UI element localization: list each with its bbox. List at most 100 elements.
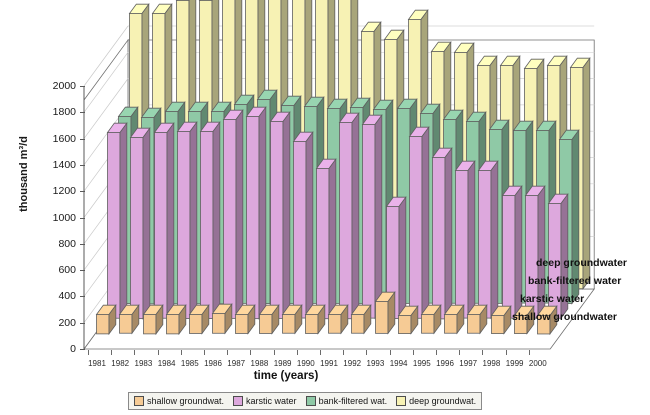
legend-swatch <box>233 396 244 406</box>
y-tick-mark <box>80 191 85 193</box>
bar-shallow-groundwat--1985[interactable] <box>188 303 210 335</box>
bar-3d-shape <box>269 111 291 320</box>
bar-karstic-water-1990[interactable] <box>315 157 337 320</box>
bar-shallow-groundwat--1987[interactable] <box>235 303 257 335</box>
bar-karstic-water-1984[interactable] <box>176 120 198 320</box>
bar-shallow-groundwat--1981[interactable] <box>95 303 117 335</box>
bar-3d-shape <box>467 304 489 335</box>
depth-label-bank-filtered-water: bank-filtered water <box>528 275 622 287</box>
bar-shallow-groundwat--1999[interactable] <box>513 304 535 335</box>
bar-3d-shape <box>397 304 419 335</box>
legend-item[interactable]: bank-filtered wat. <box>305 396 387 406</box>
chart-legend: shallow groundwat. karstic water bank-filt… <box>128 392 483 410</box>
bar-shallow-groundwat--1994[interactable] <box>397 304 419 335</box>
bar-shallow-groundwat--2000[interactable] <box>536 304 558 335</box>
bar-karstic-water-1988[interactable] <box>269 111 291 320</box>
bar-shallow-groundwat--1989[interactable] <box>281 304 303 335</box>
x-tick-label: 1991 <box>320 359 338 368</box>
x-tick-label: 1994 <box>389 359 408 368</box>
y-tick-label: 1400 <box>52 158 76 171</box>
x-tick-label: 1987 <box>227 359 246 368</box>
bar-shallow-groundwat--1993[interactable] <box>374 291 396 335</box>
y-tick-label: 0 <box>70 343 76 355</box>
bar-shallow-groundwat--1983[interactable] <box>142 303 164 335</box>
y-axis-title: thousand m³/d <box>18 136 30 212</box>
bar-karstic-water-1992[interactable] <box>362 114 384 320</box>
bar-3d-shape <box>374 291 396 335</box>
legend-label: deep groundwat. <box>409 396 477 406</box>
y-axis-labels: 0 200 400 600 800 1000 1200 1400 1600 1800 2000 <box>46 10 80 355</box>
bar-karstic-water-1998[interactable] <box>501 185 523 320</box>
x-tick-label: 1985 <box>180 359 199 368</box>
bar-shallow-groundwat--1996[interactable] <box>443 304 465 335</box>
bar-3d-shape <box>304 303 326 335</box>
x-tick-label: 1986 <box>204 359 222 368</box>
x-tick-label: 1996 <box>436 359 454 368</box>
bar-karstic-water-1995[interactable] <box>431 146 453 320</box>
bars-layer <box>46 0 650 355</box>
legend-label: karstic water <box>246 396 297 406</box>
x-tick-label: 1982 <box>111 359 130 368</box>
bar-karstic-water-1996[interactable] <box>454 160 476 320</box>
bar-karstic-water-1982[interactable] <box>130 126 152 320</box>
bar-karstic-water-1999[interactable] <box>524 185 546 320</box>
bar-3d-shape <box>513 304 535 335</box>
y-tick-label: 1000 <box>52 211 76 224</box>
x-tick-label: 1988 <box>250 359 269 368</box>
bar-3d-shape <box>420 304 442 335</box>
y-tick-label: 2000 <box>52 80 76 92</box>
y-tick-label: 400 <box>58 290 76 303</box>
bar-karstic-water-1989[interactable] <box>292 131 314 320</box>
y-tick-mark <box>80 270 85 272</box>
bar-3d-shape <box>176 120 198 320</box>
bar-karstic-water-1991[interactable] <box>338 111 360 320</box>
bar-shallow-groundwat--1997[interactable] <box>467 304 489 335</box>
legend-label: shallow groundwat. <box>147 396 225 406</box>
bar-shallow-groundwat--1986[interactable] <box>211 303 233 335</box>
bar-karstic-water-1981[interactable] <box>106 122 128 320</box>
plot-area: 0 200 400 600 800 1000 1200 1400 1600 1800 2000 <box>46 0 650 355</box>
bar-shallow-groundwat--1984[interactable] <box>165 303 187 335</box>
y-tick-mark <box>80 217 85 219</box>
bar-shallow-groundwat--1991[interactable] <box>327 304 349 335</box>
bar-3d-shape <box>258 303 280 335</box>
bar-3d-shape <box>327 304 349 335</box>
bar-3d-shape <box>351 304 373 335</box>
bar-3d-shape <box>188 303 210 335</box>
bar-karstic-water-1985[interactable] <box>199 120 221 320</box>
legend-item[interactable]: deep groundwat. <box>396 396 476 406</box>
legend-swatch <box>305 396 316 406</box>
x-tick-label: 1999 <box>505 359 524 368</box>
bar-3d-shape <box>235 303 257 335</box>
bar-shallow-groundwat--1990[interactable] <box>304 303 326 335</box>
y-tick-label: 600 <box>58 264 76 277</box>
y-tick-mark <box>80 322 85 324</box>
bar-karstic-water-2000[interactable] <box>547 193 569 320</box>
x-tick-label: 1989 <box>273 359 292 368</box>
bar-3d-shape <box>490 304 512 335</box>
bar-shallow-groundwat--1982[interactable] <box>119 304 141 335</box>
bar-shallow-groundwat--1995[interactable] <box>420 304 442 335</box>
y-tick-mark <box>80 164 85 166</box>
bar-shallow-groundwat--1992[interactable] <box>351 304 373 335</box>
x-tick-label: 1997 <box>459 359 478 368</box>
bar-karstic-water-1997[interactable] <box>478 160 500 320</box>
bar-3d-shape <box>222 109 244 320</box>
y-tick-label: 200 <box>58 316 76 329</box>
legend-item[interactable]: karstic water <box>233 396 297 406</box>
bar-shallow-groundwat--1988[interactable] <box>258 303 280 335</box>
bar-3d-shape <box>536 304 558 335</box>
bar-3d-shape <box>165 303 187 335</box>
bar-karstic-water-1994[interactable] <box>408 126 430 320</box>
legend-swatch <box>134 396 144 406</box>
bar-3d-shape <box>338 111 360 320</box>
bar-karstic-water-1987[interactable] <box>246 105 268 320</box>
bar-karstic-water-1983[interactable] <box>153 122 175 320</box>
legend-item[interactable]: shallow groundwat. <box>134 396 224 406</box>
bar-karstic-water-1986[interactable] <box>222 109 244 320</box>
bar-3d-shape <box>142 303 164 335</box>
x-tick-label: 1983 <box>134 359 153 368</box>
bar-shallow-groundwat--1998[interactable] <box>490 304 512 335</box>
bar-3d-shape <box>362 114 384 320</box>
x-tick-label: 1981 <box>88 359 106 368</box>
